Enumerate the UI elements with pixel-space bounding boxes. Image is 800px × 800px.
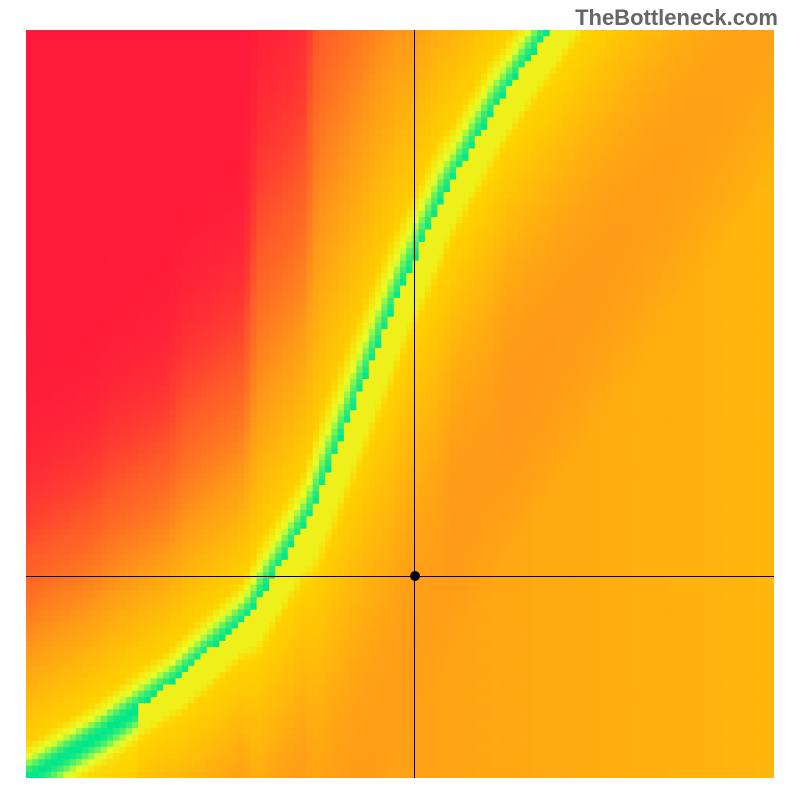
- watermark-text: TheBottleneck.com: [575, 5, 778, 31]
- plot-area: [26, 30, 774, 778]
- crosshair-horizontal: [26, 576, 774, 577]
- chart-container: TheBottleneck.com: [0, 0, 800, 800]
- crosshair-vertical: [414, 30, 415, 778]
- heatmap-canvas: [26, 30, 774, 778]
- marker-dot: [410, 571, 420, 581]
